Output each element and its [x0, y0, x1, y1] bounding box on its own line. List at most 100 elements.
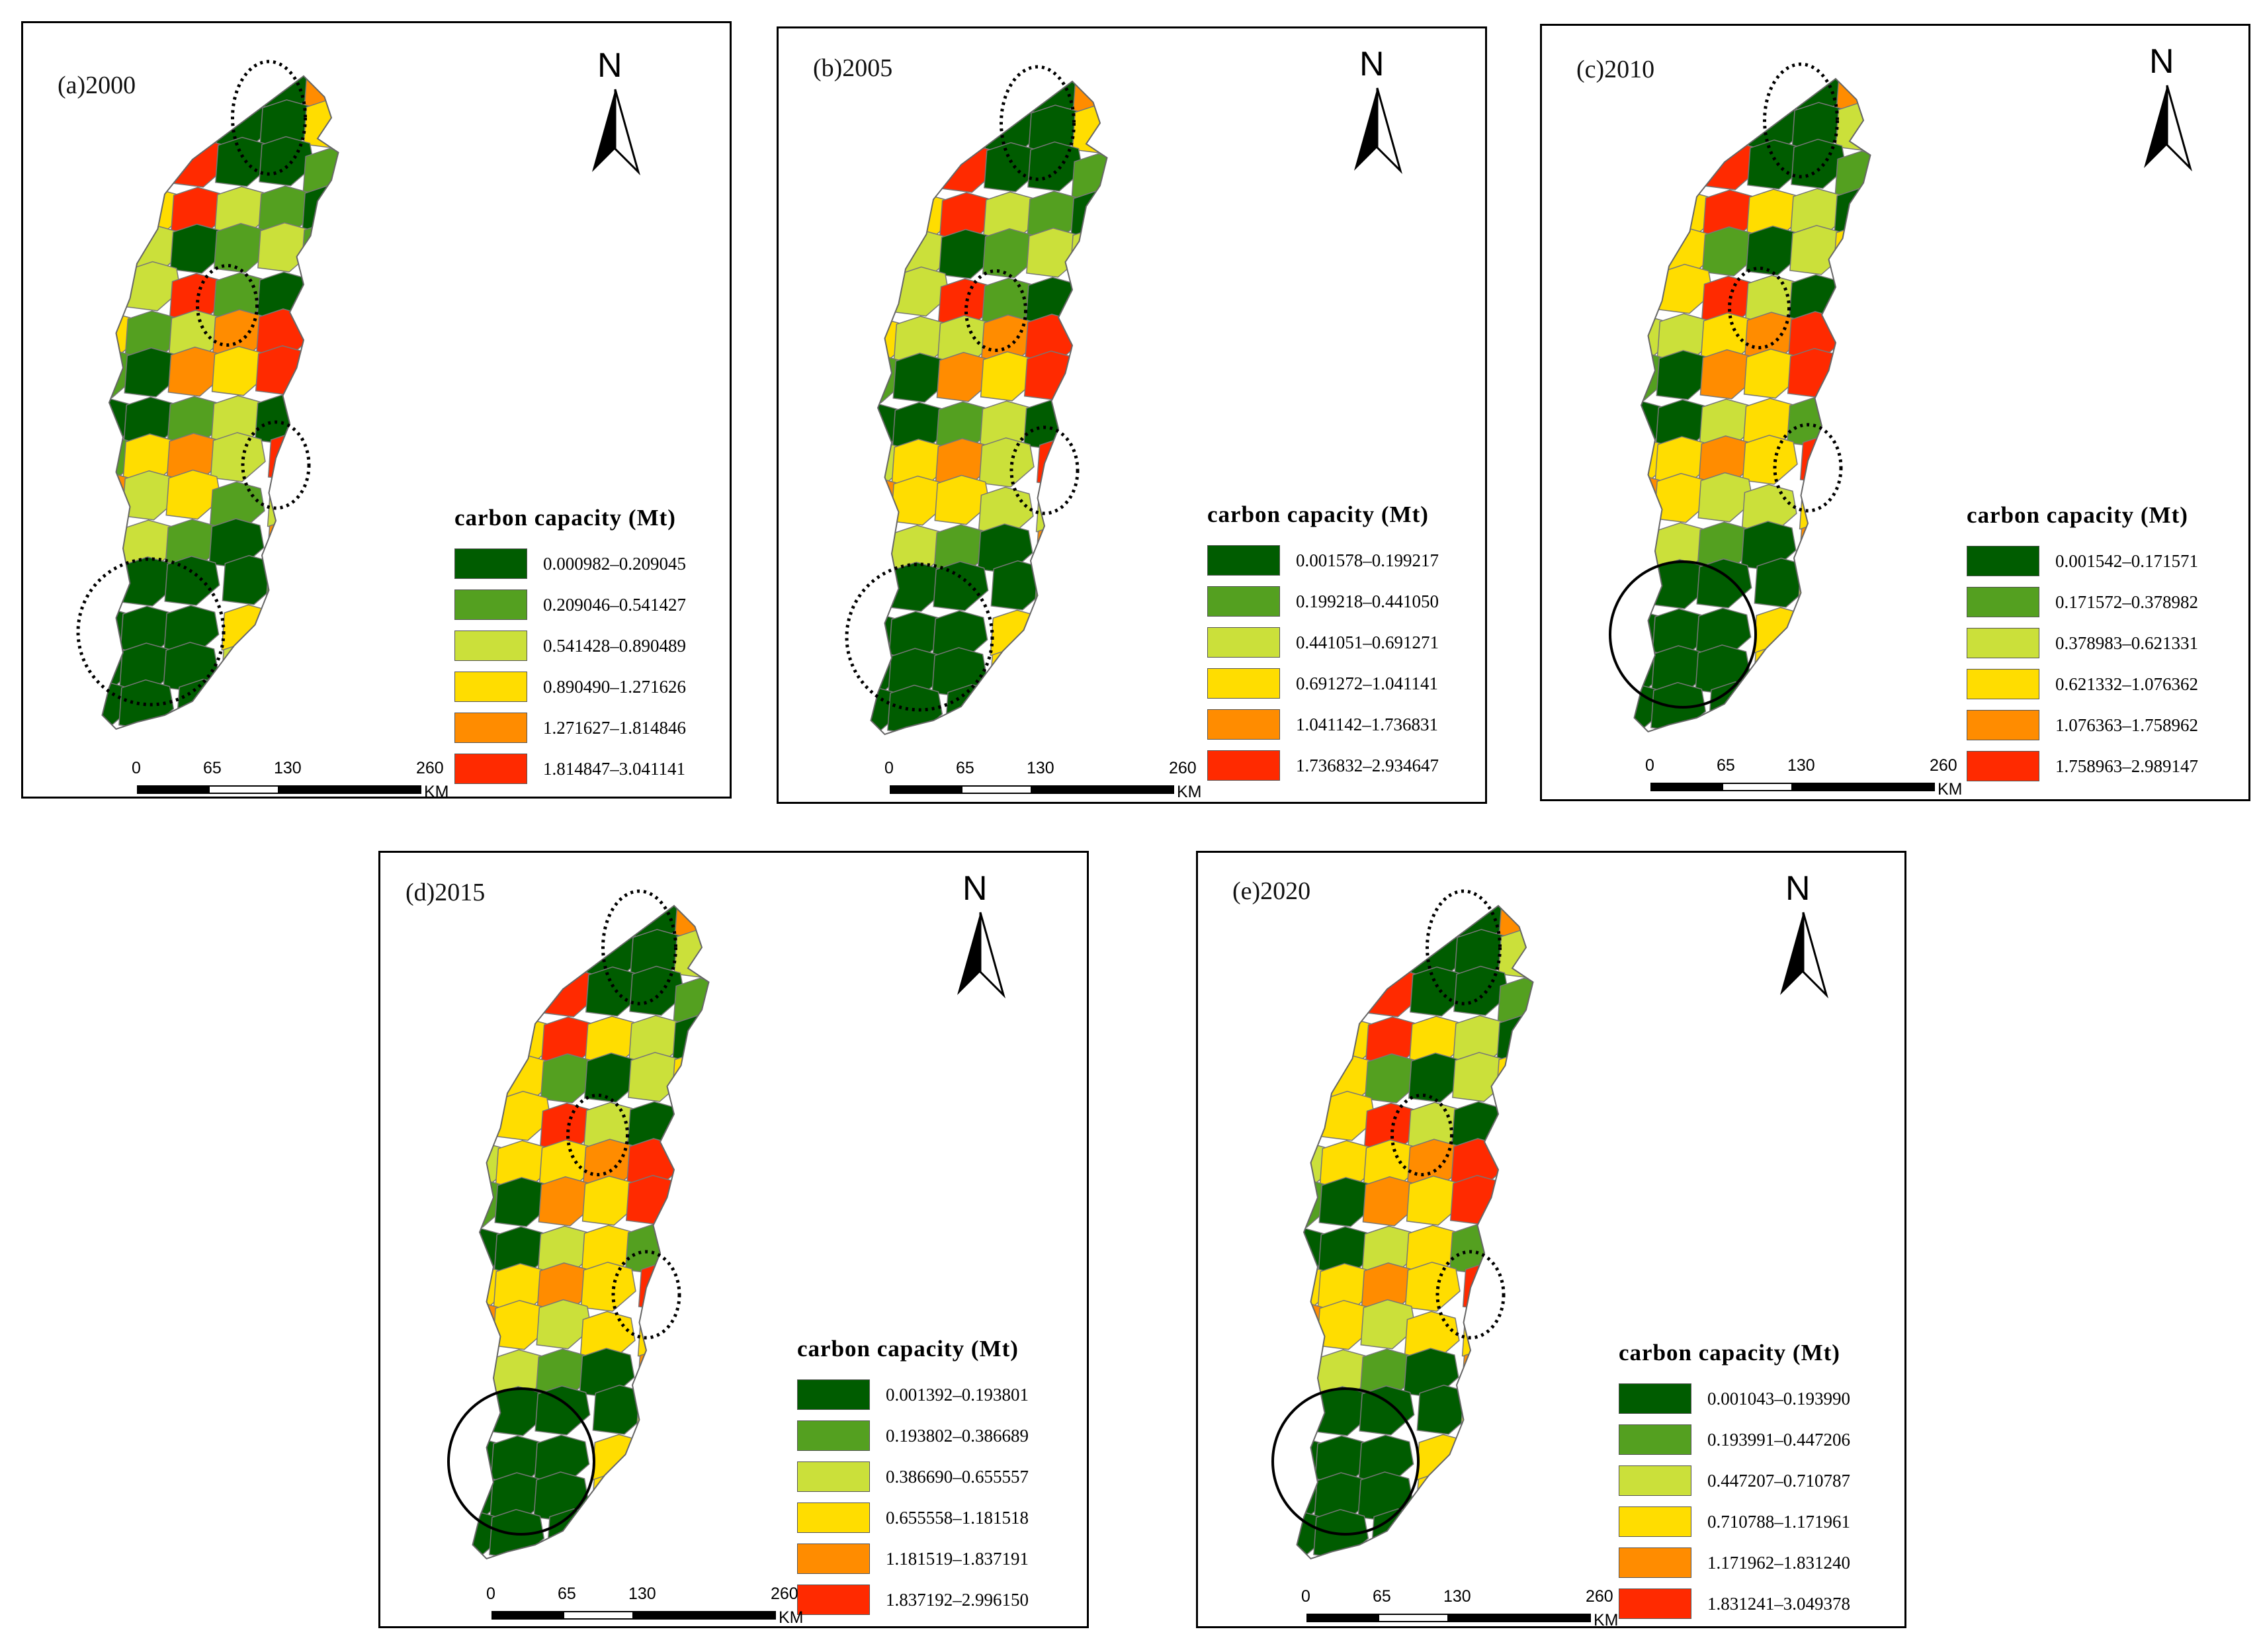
county-polygon — [1129, 190, 1183, 239]
county-polygon — [1549, 1383, 1603, 1432]
scale-bar-segment — [1793, 783, 1935, 791]
legend-label: 1.837192–2.996150 — [886, 1589, 1029, 1610]
county-polygons — [472, 906, 781, 1567]
county-polygon — [681, 1309, 709, 1360]
legend-item: 1.831241–3.049378 — [1619, 1583, 1850, 1624]
legend-item: 0.655558–1.181518 — [797, 1497, 1029, 1538]
legend-swatch — [454, 754, 527, 784]
county-polygon — [1458, 1519, 1514, 1559]
county-polygon — [727, 1223, 781, 1272]
county-polygon — [354, 554, 408, 603]
panel-title: (a)2000 — [58, 71, 136, 99]
highlight-ellipse — [76, 557, 226, 707]
county-polygon — [472, 932, 511, 982]
legend-label: 0.001392–0.193801 — [886, 1384, 1029, 1405]
county-polygon — [722, 1518, 777, 1567]
legend-swatch — [1967, 751, 2039, 781]
legend: carbon capacity (Mt) 0.001578–0.199217 0.… — [1207, 501, 1439, 786]
province-border — [101, 75, 339, 730]
county-polygon — [1549, 1346, 1603, 1395]
legend-label: 0.655558–1.181518 — [886, 1507, 1029, 1528]
legend-label: 1.814847–3.041141 — [543, 758, 685, 779]
county-polygon — [1752, 644, 1809, 694]
north-arrow: N — [1773, 869, 1833, 999]
county-polygon — [312, 394, 339, 445]
county-polygon — [1845, 347, 1871, 398]
legend-swatch — [1619, 1424, 1691, 1455]
county-polygon — [314, 308, 339, 358]
legend-label: 0.890490–1.271626 — [543, 676, 686, 697]
county-polygon — [1416, 1434, 1472, 1485]
county-polygon — [1078, 522, 1107, 572]
county-polygon — [356, 431, 410, 480]
legend-label: 1.271627–1.814846 — [543, 717, 686, 738]
legend-title: carbon capacity (Mt) — [1619, 1340, 1840, 1366]
county-polygon — [1459, 1470, 1515, 1520]
county-polygon — [355, 517, 409, 566]
legend-swatch — [797, 1379, 870, 1410]
county-polygon — [302, 148, 339, 198]
legend-label: 0.193802–0.386689 — [886, 1425, 1029, 1446]
map-panel-e: (e)2020 N carbon capacity (Mt) 0.001043–… — [1196, 851, 1906, 1630]
scale-tick-label: 0 — [486, 1585, 495, 1603]
county-polygon — [102, 102, 140, 153]
county-polygon — [724, 1432, 778, 1481]
legend-item: 0.001392–0.193801 — [797, 1374, 1029, 1415]
county-polygon — [1797, 606, 1853, 657]
county-polygon — [1508, 1137, 1533, 1188]
county-polygon — [636, 1383, 692, 1434]
county-polygon — [498, 931, 554, 981]
county-polygon — [625, 1174, 682, 1225]
highlight-ellipse — [241, 420, 311, 510]
county-polygon — [353, 603, 407, 652]
county-polygon — [1077, 608, 1107, 659]
scale-bar-segment — [961, 785, 1032, 794]
county-polygon — [1541, 977, 1596, 1026]
legend-title: carbon capacity (Mt) — [1967, 502, 2188, 528]
legend: carbon capacity (Mt) 0.001043–0.193990 0.… — [1619, 1340, 1850, 1624]
legend-item: 0.386690–0.655557 — [797, 1456, 1029, 1497]
county-polygon — [1846, 310, 1871, 361]
county-polygon — [1297, 968, 1334, 1019]
scale-bar-segment — [890, 785, 961, 794]
county-polygon — [1879, 150, 1933, 199]
county-polygon — [1121, 645, 1175, 694]
legend-swatch — [1207, 627, 1280, 658]
legend-swatch — [797, 1420, 870, 1451]
county-polygon — [1496, 1014, 1533, 1065]
county-polygon — [304, 76, 339, 112]
legend-swatch — [797, 1502, 870, 1533]
county-polygon — [264, 640, 320, 691]
legend-item: 0.209046–0.541427 — [454, 584, 686, 625]
north-arrow: N — [1347, 45, 1407, 175]
county-polygon — [1035, 486, 1091, 537]
county-polygon — [1297, 932, 1335, 982]
county-polygon — [1032, 695, 1088, 734]
county-polygon — [1508, 1174, 1533, 1225]
legend-swatch — [1967, 546, 2039, 576]
county-polygon — [1414, 1507, 1471, 1558]
county-polygon — [102, 138, 140, 189]
county-polygon — [634, 1519, 690, 1559]
county-polygon — [871, 81, 896, 109]
legend-item: 0.001578–0.199217 — [1207, 540, 1439, 581]
scale-bar-segment — [1722, 783, 1793, 791]
county-polygon — [1507, 1223, 1533, 1274]
highlight-ellipse — [1000, 65, 1076, 181]
county-polygon — [1885, 642, 1939, 691]
county-polygon — [726, 1260, 781, 1309]
legend-item: 0.447207–0.710787 — [1619, 1460, 1850, 1501]
county-polygon — [1841, 556, 1871, 607]
scale-tick-label: 130 — [628, 1585, 656, 1603]
county-polygon — [673, 977, 709, 1028]
county-polygon — [673, 928, 709, 978]
county-polygon — [1842, 482, 1871, 533]
county-polygon — [347, 148, 401, 196]
county-polygon — [671, 1051, 709, 1102]
legend-label: 0.710788–1.171961 — [1707, 1511, 1850, 1532]
legend-title: carbon capacity (Mt) — [1207, 501, 1429, 527]
legend-label: 0.386690–0.655557 — [886, 1466, 1029, 1487]
county-polygon — [683, 1223, 709, 1274]
county-polygon — [680, 1346, 709, 1397]
county-polygon — [499, 906, 555, 945]
